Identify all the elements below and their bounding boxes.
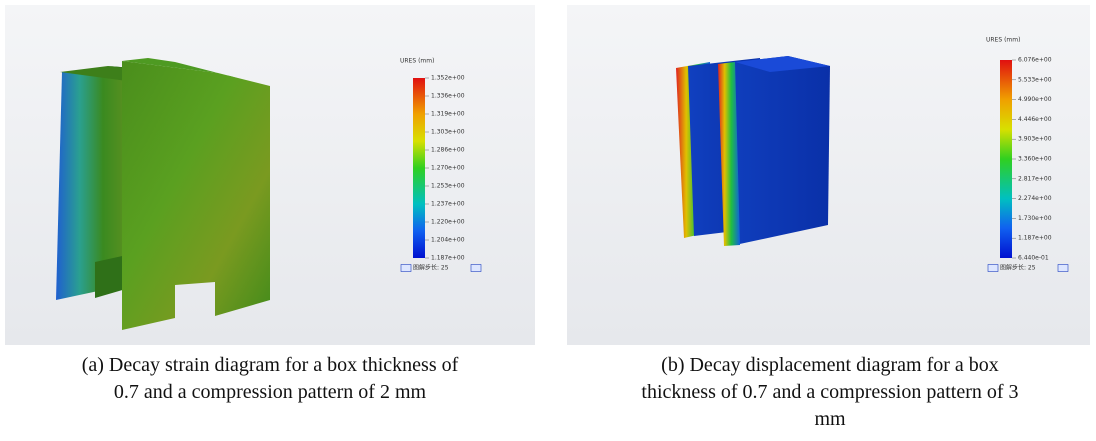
legend-title: URES (mm) [400, 58, 434, 65]
step-label: 图解步长: 25 [413, 264, 449, 272]
legend-label: 1.253e+00 [431, 183, 465, 190]
legend-label: 1.286e+00 [431, 147, 465, 154]
model-3d [676, 56, 830, 246]
legend-label: 1.220e+00 [431, 219, 465, 226]
legend-label: 1.730e+00 [1018, 215, 1052, 222]
step-forward-button[interactable] [1058, 265, 1068, 272]
colorbar [1000, 60, 1012, 258]
legend-label: 1.187e+00 [1018, 235, 1052, 242]
legend-label: 1.303e+00 [431, 129, 465, 136]
legend-label: 1.319e+00 [431, 111, 465, 118]
legend-label: 2.274e+00 [1018, 195, 1052, 202]
step-label: 图解步长: 25 [1000, 264, 1036, 272]
caption: (b) Decay displacement diagram for a box… [560, 352, 1096, 433]
step-back-button[interactable] [401, 265, 411, 272]
legend-label: 1.204e+00 [431, 237, 465, 244]
legend-label: 6.076e+00 [1018, 57, 1052, 64]
step-forward-button[interactable] [471, 265, 481, 272]
legend-label: 2.817e+00 [1018, 175, 1052, 182]
model-3d [56, 58, 270, 330]
legend-title: URES (mm) [986, 37, 1020, 44]
legend-label: 1.270e+00 [431, 165, 465, 172]
step-back-button[interactable] [988, 265, 998, 272]
legend-label: 3.903e+00 [1018, 136, 1052, 143]
legend-label: 6.440e-01 [1018, 255, 1049, 262]
legend-label: 1.187e+00 [431, 255, 465, 262]
legend-label: 1.336e+00 [431, 93, 465, 100]
page: {"panels": [ {"legend_title": "URES (mm)… [0, 0, 1096, 441]
caption: (a) Decay strain diagram for a box thick… [10, 352, 530, 406]
legend-label: 4.446e+00 [1018, 116, 1052, 123]
legend-label: 1.352e+00 [431, 75, 465, 82]
colorbar [413, 78, 425, 258]
legend-label: 3.360e+00 [1018, 156, 1052, 163]
legend-label: 4.990e+00 [1018, 96, 1052, 103]
legend-label: 5.533e+00 [1018, 76, 1052, 83]
legend-label: 1.237e+00 [431, 201, 465, 208]
figure: URES (mm) 1.352e+00 1.336e+00 1.319e+00 1.30… [0, 0, 1096, 350]
